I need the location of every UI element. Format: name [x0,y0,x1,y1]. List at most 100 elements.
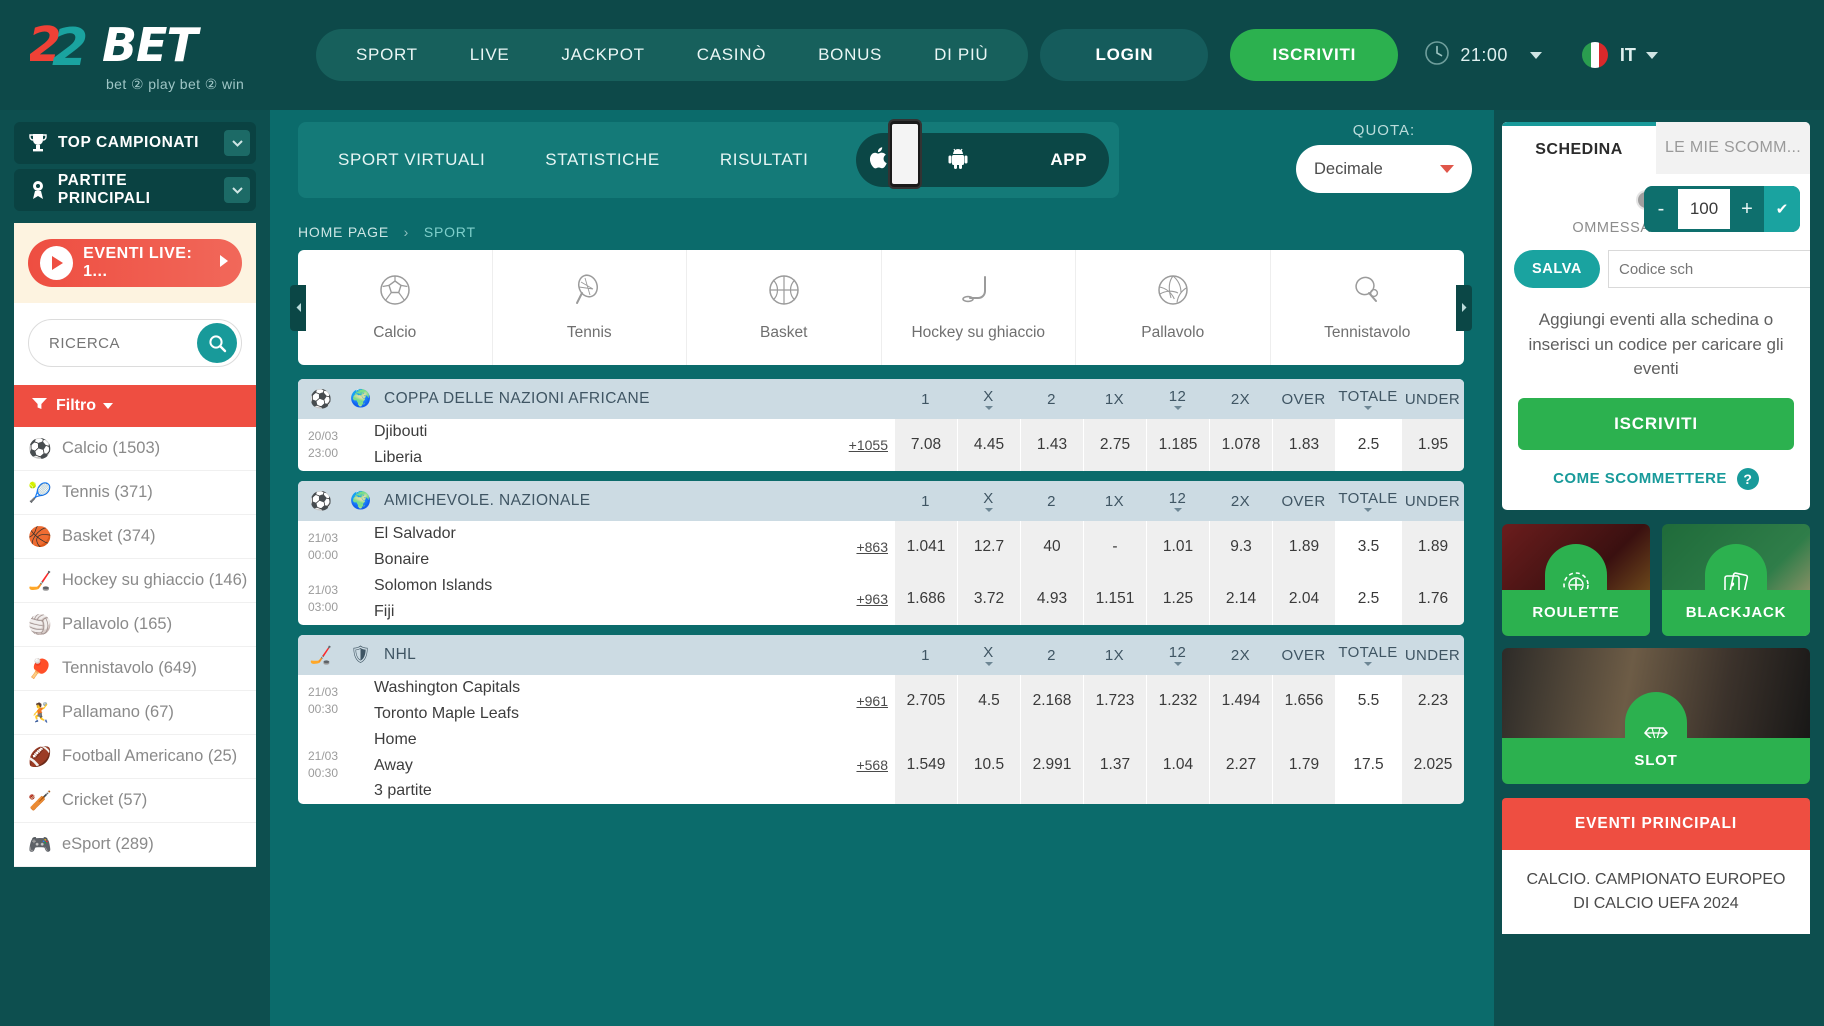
odd-cell-1x[interactable]: - [1083,521,1146,573]
nav-item-bonus[interactable]: BONUS [818,45,883,64]
event-teams[interactable]: El Salvador Bonaire [344,521,838,573]
search-input[interactable] [49,334,199,352]
event-teams[interactable]: Djibouti Liberia [344,419,838,471]
event-teams[interactable]: Home Away 3 partite [344,727,838,804]
logo[interactable]: 2 2 BET bet ② play bet ② win [22,17,272,93]
sidebar-top-campionati[interactable]: TOP CAMPIONATI [14,122,256,164]
sidebar-sport-pallamano[interactable]: 🤾 Pallamano (67) [14,691,256,735]
odd-cell-2[interactable]: 2.991 [1020,727,1083,804]
odd-cell-1x[interactable]: 1.723 [1083,675,1146,727]
app-download-chip[interactable]: APP [856,119,1110,189]
odd-cell-over[interactable]: 1.83 [1272,419,1335,471]
more-markets-link[interactable]: +568 [856,757,888,774]
odd-cell-over[interactable]: 2.04 [1272,573,1335,625]
signup-button[interactable]: ISCRIVITI [1230,29,1399,81]
sidebar-sport-tennistavolo[interactable]: 🏓 Tennistavolo (649) [14,647,256,691]
sport-tab-tennistavolo[interactable]: Tennistavolo [1271,250,1465,365]
odd-cell-under[interactable]: 1.76 [1401,573,1464,625]
odd-cell-1[interactable]: 1.686 [894,573,957,625]
nav-item-live[interactable]: LIVE [469,45,510,64]
odd-cell-12[interactable]: 1.232 [1146,675,1209,727]
promo-slot[interactable]: SLOT [1502,647,1810,784]
more-markets-link[interactable]: +961 [856,693,888,709]
util-sport-virtuali[interactable]: SPORT VIRTUALI [338,150,486,169]
filter-bar[interactable]: Filtro [14,385,256,427]
more-markets-link[interactable]: +963 [856,591,888,607]
odd-cell-x[interactable]: 12.7 [957,521,1020,573]
odd-cell-1[interactable]: 1.041 [894,521,957,573]
nav-item-jackpot[interactable]: JACKPOT [561,45,645,64]
odd-cell-1x[interactable]: 1.151 [1083,573,1146,625]
league-header[interactable]: ⚽ 🌍 COPPA DELLE NAZIONI AFRICANE 1 X 2 1… [298,379,1464,419]
promo-roulette[interactable]: ROULETTE [1502,523,1650,636]
search-icon[interactable] [197,323,237,363]
odd-cell-over[interactable]: 1.89 [1272,521,1335,573]
odd-cell-1[interactable]: 2.705 [894,675,957,727]
carousel-next-button[interactable] [1456,284,1472,331]
main-events-header[interactable]: EVENTI PRINCIPALI [1502,797,1810,850]
odd-cell-12[interactable]: 1.185 [1146,419,1209,471]
chevron-down-icon[interactable] [224,177,250,203]
nav-item-sport[interactable]: SPORT [356,45,418,64]
odd-cell-under[interactable]: 2.23 [1401,675,1464,727]
util-risultati[interactable]: RISULTATI [719,150,809,169]
carousel-prev-button[interactable] [290,284,306,331]
sport-tab-pallavolo[interactable]: Pallavolo [1076,250,1271,365]
search-box[interactable] [28,319,242,367]
sidebar-partite-principali[interactable]: PARTITE PRINCIPALI [14,169,256,211]
odd-cell-1[interactable]: 7.08 [894,419,957,471]
odd-cell-2x[interactable]: 2.27 [1209,727,1272,804]
nav-item-dipiu[interactable]: DI PIÙ [934,45,989,64]
sidebar-sport-basket[interactable]: 🏀 Basket (374) [14,515,256,559]
odd-cell-1x[interactable]: 1.37 [1083,727,1146,804]
quota-dropdown[interactable]: Decimale [1296,145,1472,193]
sidebar-sport-tennis[interactable]: 🎾 Tennis (371) [14,471,256,515]
stake-value[interactable]: 100 [1678,189,1730,229]
nav-item-casino[interactable]: CASINÒ [696,45,767,64]
sport-tab-hockey[interactable]: Hockey su ghiaccio [882,250,1076,365]
odd-cell-2[interactable]: 40 [1020,521,1083,573]
betslip-signup-button[interactable]: ISCRIVITI [1518,397,1794,450]
util-statistiche[interactable]: STATISTICHE [545,150,660,169]
odd-cell-over[interactable]: 1.79 [1272,727,1335,804]
sport-tab-calcio[interactable]: Calcio [298,250,493,365]
sidebar-sport-calcio[interactable]: ⚽ Calcio (1503) [14,427,256,471]
league-header[interactable]: ⚽ 🌍 AMICHEVOLE. NAZIONALE 1 X 2 1X 12 2X… [298,481,1464,521]
betslip-code-input[interactable] [1608,250,1810,288]
main-events-item[interactable]: CALCIO. CAMPIONATO EUROPEO DI CALCIO UEF… [1502,849,1810,934]
sidebar-sport-esport[interactable]: 🎮 eSport (289) [14,823,256,867]
stake-confirm-button[interactable]: ✔ [1764,186,1800,232]
sidebar-sport-pallavolo[interactable]: 🏐 Pallavolo (165) [14,603,256,647]
odd-cell-under[interactable]: 1.89 [1401,521,1464,573]
odd-cell-12[interactable]: 1.01 [1146,521,1209,573]
chevron-down-icon[interactable] [224,130,250,156]
promo-blackjack[interactable]: BLACKJACK [1662,523,1810,636]
language-selector[interactable]: IT [1581,42,1658,68]
more-markets-link[interactable]: +1055 [848,437,888,453]
event-teams[interactable]: Solomon Islands Fiji [344,573,838,625]
tab-schedina[interactable]: SCHEDINA [1502,122,1656,174]
sport-tab-tennis[interactable]: Tennis [493,250,687,365]
live-events-button[interactable]: EVENTI LIVE: 1... [28,239,242,287]
odd-cell-1[interactable]: 1.549 [894,727,957,804]
odd-cell-2[interactable]: 4.93 [1020,573,1083,625]
odd-cell-x[interactable]: 10.5 [957,727,1020,804]
save-button[interactable]: SALVA [1514,250,1600,288]
odd-cell-x[interactable]: 4.5 [957,675,1020,727]
odd-cell-x[interactable]: 3.72 [957,573,1020,625]
sidebar-sport-cricket[interactable]: 🏏 Cricket (57) [14,779,256,823]
login-button[interactable]: LOGIN [1040,29,1209,81]
odd-cell-12[interactable]: 1.25 [1146,573,1209,625]
odd-cell-2x[interactable]: 2.14 [1209,573,1272,625]
odd-cell-2[interactable]: 1.43 [1020,419,1083,471]
odd-cell-1x[interactable]: 2.75 [1083,419,1146,471]
clock-selector[interactable]: 21:00 [1424,40,1542,71]
odd-cell-under[interactable]: 1.95 [1401,419,1464,471]
how-to-bet-link[interactable]: COME SCOMMETTERE ? [1502,450,1810,510]
odd-cell-x[interactable]: 4.45 [957,419,1020,471]
league-header[interactable]: 🏒 🛡 NHL 1 X 2 1X 12 2X OVER TOTALE UNDER [298,635,1464,675]
event-teams[interactable]: Washington Capitals Toronto Maple Leafs [344,675,838,727]
tab-le-mie-scommesse[interactable]: LE MIE SCOMM... [1656,122,1810,174]
odd-cell-12[interactable]: 1.04 [1146,727,1209,804]
stake-increase-button[interactable]: + [1741,197,1753,220]
